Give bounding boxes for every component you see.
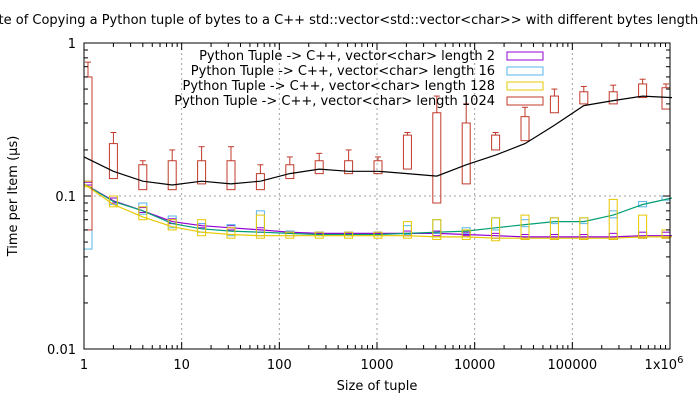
data-box [608, 91, 618, 105]
data-box [373, 160, 383, 175]
chart-title: Rate of Copying a Python tuple of bytes … [0, 13, 698, 28]
series-line [83, 183, 672, 238]
data-box [579, 91, 589, 105]
data-box [461, 122, 471, 185]
data-box [344, 160, 354, 175]
data-box [402, 134, 412, 170]
tick-marks [83, 42, 671, 350]
x-tick-labels: 1 10 100 1000 10000 100000 1x106 [80, 355, 684, 373]
data-box [520, 214, 530, 240]
series-layer [83, 61, 673, 250]
y-tick-label: 0.1 [55, 190, 76, 205]
data-box [226, 160, 236, 191]
data-box [461, 229, 471, 240]
data-box [608, 198, 618, 240]
series-3 [83, 180, 672, 242]
data-box [314, 160, 324, 175]
legend-label: Python Tuple -> C++, vector<char> length… [183, 79, 495, 94]
legend-swatch [506, 96, 544, 106]
legend-label: Python Tuple -> C++, vector<char> length… [199, 49, 495, 64]
x-tick-label: 100000 [548, 358, 598, 373]
grid-lines [84, 43, 670, 349]
x-tick-label: 1 [80, 358, 88, 373]
data-box [197, 219, 207, 237]
y-tick-labels: 1 0.1 0.01 [47, 37, 76, 358]
y-tick-label: 1 [68, 37, 76, 52]
data-box [549, 217, 559, 240]
data-box [491, 134, 501, 151]
x-tick-label: 10000 [454, 358, 495, 373]
data-box [432, 112, 442, 204]
legend-swatch [506, 51, 544, 61]
data-box [432, 219, 442, 240]
legend-label: Python Tuple -> C++, vector<char> length… [191, 64, 495, 79]
data-box [255, 214, 265, 239]
y-tick-label: 0.01 [47, 343, 76, 358]
data-box [108, 143, 118, 180]
data-box [138, 164, 148, 191]
data-box [520, 116, 530, 142]
data-box [638, 83, 648, 99]
data-box [285, 164, 295, 180]
x-axis-label: Size of tuple [337, 379, 418, 394]
x-tick-label: 1x106 [645, 355, 684, 373]
data-box [138, 206, 148, 221]
x-tick-label: 1000 [360, 358, 393, 373]
legend: Python Tuple -> C++, vector<char> length… [174, 49, 544, 109]
data-box [491, 217, 501, 242]
legend-swatch [506, 81, 544, 91]
data-box [226, 227, 236, 239]
legend-swatch [506, 66, 544, 76]
data-box [402, 221, 412, 239]
data-box [197, 160, 207, 185]
series-line [83, 183, 672, 239]
y-axis-label: Time per Item (µs) [6, 136, 21, 258]
series-4 [83, 61, 673, 231]
series-line [83, 183, 673, 236]
x-tick-label: 10 [173, 358, 190, 373]
series-line [83, 95, 673, 186]
legend-label: Python Tuple -> C++, vector<char> length… [174, 94, 495, 109]
data-box [638, 214, 648, 239]
data-box [167, 160, 177, 191]
data-box [579, 217, 589, 240]
x-tick-label: 100 [267, 358, 292, 373]
data-box [549, 95, 559, 114]
